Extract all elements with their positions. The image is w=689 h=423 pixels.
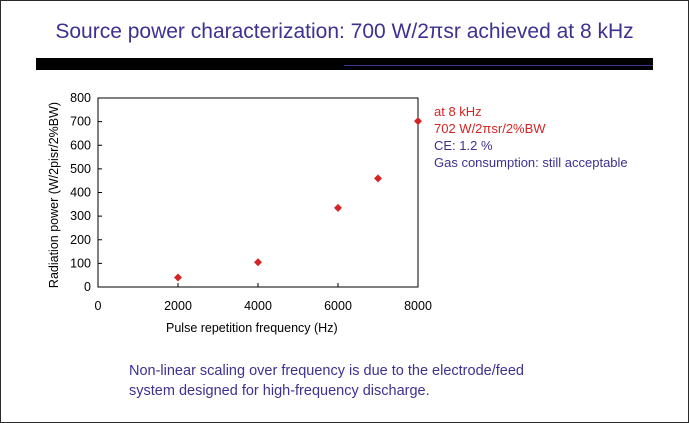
- y-tick-label: 100: [70, 256, 91, 270]
- x-tick-label: 2000: [164, 299, 192, 313]
- data-point: [334, 203, 342, 212]
- data-point: [254, 258, 262, 267]
- y-axis-label: Radiation power (W/2pisr/2%BW): [47, 101, 61, 289]
- y-tick-label: 400: [70, 186, 91, 200]
- y-tick-label: 600: [70, 138, 91, 152]
- x-tick-label: 4000: [244, 299, 272, 313]
- annotation-gas: Gas consumption: still acceptable: [434, 155, 628, 170]
- y-tick-label: 200: [70, 233, 91, 247]
- x-axis-label: Pulse repetition frequency (Hz): [166, 321, 338, 335]
- slide-title: Source power characterization: 700 W/2πs…: [55, 20, 634, 43]
- annotation-power: 702 W/2πsr/2%BW: [434, 121, 546, 136]
- chart-axes: [97, 97, 419, 288]
- data-points: [174, 117, 422, 282]
- slide-caption: Non-linear scaling over frequency is due…: [129, 361, 609, 401]
- y-tick-label: 0: [84, 280, 91, 294]
- y-tick-label: 700: [70, 115, 91, 129]
- y-tick-labels: 0 100 200 300 400 500 600 700 800: [70, 91, 91, 294]
- title-underline-accent: [344, 65, 653, 66]
- y-tick-label: 500: [70, 162, 91, 176]
- caption-line-1: Non-linear scaling over frequency is due…: [129, 363, 524, 379]
- caption-line-2: system designed for high-frequency disch…: [129, 383, 430, 399]
- x-tick-label: 0: [95, 299, 102, 313]
- title-underline-bar: [36, 58, 653, 70]
- annotation-ce: CE: 1.2 %: [434, 138, 493, 153]
- x-tick-labels: 0 2000 4000 6000 8000: [95, 299, 432, 313]
- x-tick-label: 8000: [404, 299, 432, 313]
- chart-annotation: at 8 kHz 702 W/2πsr/2%BW CE: 1.2 % Gas c…: [434, 103, 628, 171]
- data-point: [414, 117, 422, 126]
- annotation-frequency: at 8 kHz: [434, 104, 482, 119]
- data-point: [174, 273, 182, 282]
- y-tick-label: 800: [70, 91, 91, 105]
- data-point: [374, 174, 382, 183]
- x-tick-label: 6000: [324, 299, 352, 313]
- y-tick-label: 300: [70, 209, 91, 223]
